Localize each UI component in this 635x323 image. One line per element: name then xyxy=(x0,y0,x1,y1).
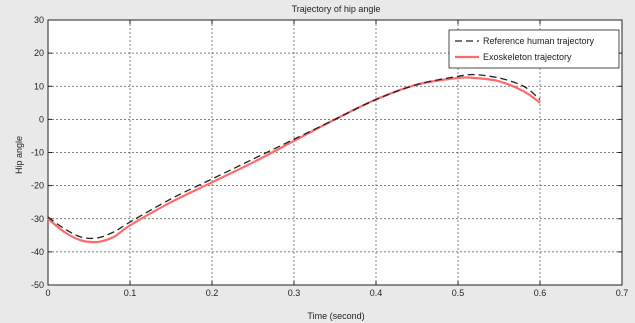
y-axis-label: Hip angle xyxy=(14,136,24,174)
x-tick-label: 0.2 xyxy=(206,288,219,298)
x-tick-label: 0 xyxy=(45,288,50,298)
y-tick-label: -40 xyxy=(31,247,44,257)
x-tick-label: 0.1 xyxy=(124,288,137,298)
x-tick-label: 0.3 xyxy=(288,288,301,298)
y-tick-label: 0 xyxy=(39,114,44,124)
y-tick-label: 10 xyxy=(34,81,44,91)
y-tick-label: 30 xyxy=(34,15,44,25)
legend-label: Exoskeleton trajectory xyxy=(483,52,572,62)
legend-label: Reference human trajectory xyxy=(483,36,595,46)
y-tick-label: -30 xyxy=(31,214,44,224)
y-tick-label: -20 xyxy=(31,181,44,191)
legend-box xyxy=(448,29,620,69)
x-tick-label: 0.6 xyxy=(534,288,547,298)
x-tick-label: 0.5 xyxy=(452,288,465,298)
x-axis-label: Time (second) xyxy=(307,311,364,321)
y-tick-label: -10 xyxy=(31,148,44,158)
x-tick-label: 0.4 xyxy=(370,288,383,298)
plot-area: 0 0.1 0.2 0.3 0.4 0.5 0.6 0.7 -50 -40 -30 -20 -10 0 10… xyxy=(31,15,628,298)
y-tick-label: -50 xyxy=(31,280,44,290)
exoskeleton-trajectory-line xyxy=(47,76,541,244)
x-tick-label: 0.7 xyxy=(616,288,629,298)
y-tick-label: 20 xyxy=(34,48,44,58)
chart-title: Trajectory of hip angle xyxy=(292,4,381,14)
